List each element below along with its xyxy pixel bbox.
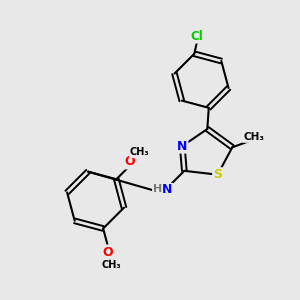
- Text: CH₃: CH₃: [243, 132, 264, 142]
- Text: H: H: [153, 184, 162, 194]
- Text: CH₃: CH₃: [102, 260, 122, 270]
- Text: N: N: [162, 184, 173, 196]
- Text: N: N: [177, 140, 188, 153]
- Text: O: O: [124, 155, 135, 169]
- Text: S: S: [213, 168, 222, 181]
- Text: CH₃: CH₃: [130, 147, 149, 158]
- Text: O: O: [103, 246, 113, 259]
- Text: Cl: Cl: [190, 30, 203, 43]
